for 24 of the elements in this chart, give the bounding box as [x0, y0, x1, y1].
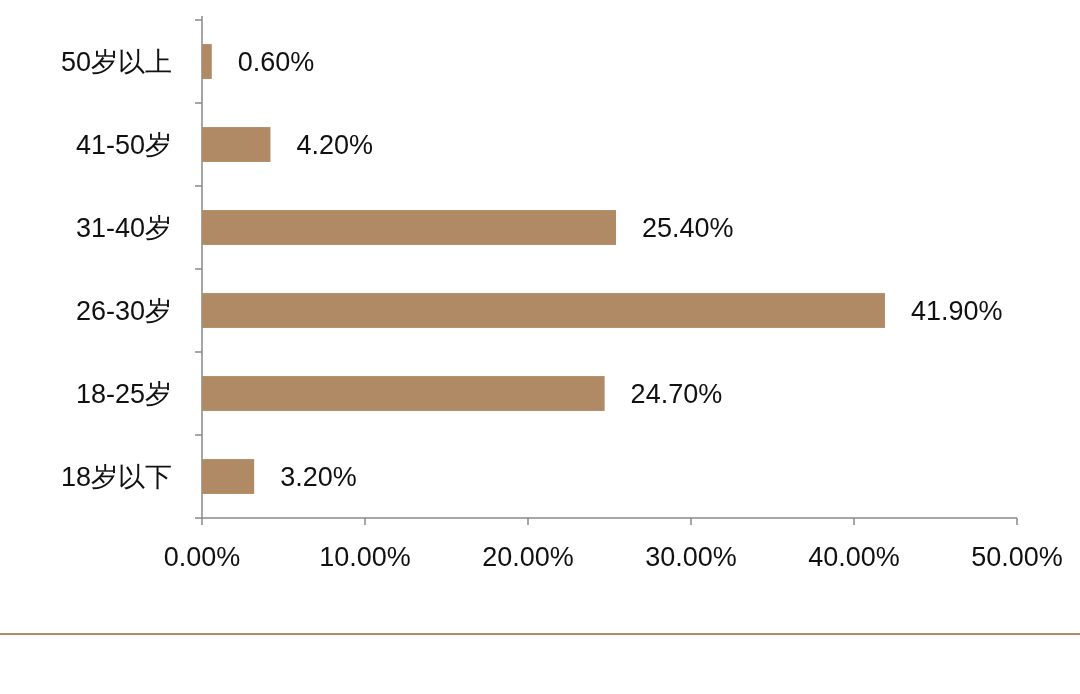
- data-label: 4.20%: [296, 129, 374, 160]
- data-label: 25.40%: [642, 212, 734, 243]
- bar: [202, 127, 271, 162]
- y-tick-label: 31-40岁: [75, 212, 172, 243]
- data-label: 24.70%: [630, 378, 723, 409]
- y-tick-label: 26-30岁: [75, 295, 172, 326]
- x-tick-label: 30.00%: [645, 542, 737, 572]
- bar: [202, 44, 212, 79]
- x-tick-label: 0.00%: [163, 542, 241, 572]
- x-tick-label: 50.00%: [971, 542, 1063, 572]
- y-tick-label: 18-25岁: [75, 378, 172, 409]
- bar: [202, 210, 617, 245]
- x-tick-label: 40.00%: [808, 542, 900, 572]
- data-label: 0.60%: [237, 46, 315, 77]
- bar: [202, 459, 255, 494]
- y-tick-label: 18岁以下: [60, 461, 172, 492]
- bar: [202, 376, 605, 411]
- y-tick-label: 50岁以上: [60, 46, 172, 77]
- data-label: 3.20%: [280, 461, 357, 492]
- x-tick-label: 10.00%: [319, 542, 411, 572]
- x-tick-label: 20.00%: [482, 542, 574, 572]
- bar: [202, 293, 885, 328]
- y-tick-label: 41-50岁: [75, 129, 172, 160]
- data-label: 41.90%: [910, 295, 1003, 326]
